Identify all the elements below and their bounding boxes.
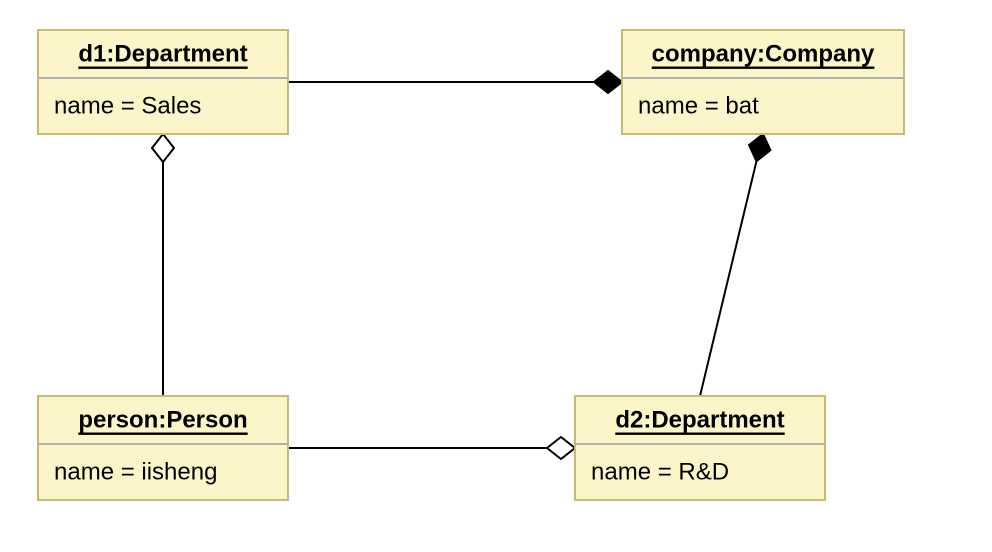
object-attribute: name = bat [638,93,759,120]
object-d1: d1:Department name = Sales [38,30,288,134]
object-attribute: name = iisheng [54,459,217,486]
object-title: company:Company [652,41,875,68]
edge-d2-company [700,161,756,396]
object-attribute: name = Sales [54,93,201,120]
diamond-composition-d2-company [749,134,770,161]
object-title: person:Person [78,407,247,434]
object-attribute: name = R&D [591,459,729,486]
diamond-aggregation-person-d2 [547,437,575,459]
nodes-layer: d1:Department name = Sales company:Company… [38,30,904,500]
object-title: d1:Department [78,41,247,68]
object-title: d2:Department [615,407,784,434]
uml-object-diagram: d1:Department name = Sales company:Company… [0,0,992,552]
object-d2: d2:Department name = R&D [575,396,825,500]
diamond-aggregation-person-d1 [152,134,174,162]
object-company: company:Company name = bat [622,30,904,134]
object-person: person:Person name = iisheng [38,396,288,500]
diamond-composition-d1-company [594,71,622,93]
